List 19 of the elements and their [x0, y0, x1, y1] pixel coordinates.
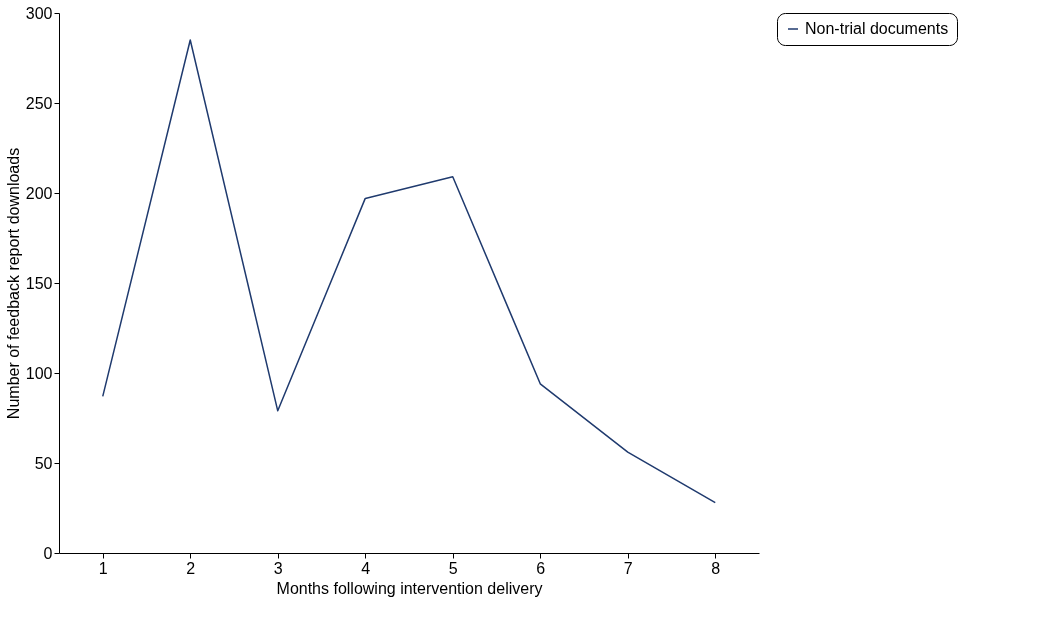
x-tick-label: 4: [361, 559, 371, 577]
x-tick-label: 3: [273, 559, 283, 577]
x-tick-label: 1: [98, 559, 108, 577]
y-tick-label: 0: [43, 544, 53, 562]
y-tick-label: 250: [25, 94, 53, 112]
y-axis-title: Number of feedback report downloads: [4, 147, 22, 420]
x-tick-label: 2: [186, 559, 196, 577]
x-axis-title: Months following intervention delivery: [276, 579, 543, 597]
line-series: [102, 39, 716, 504]
y-tick-label: 100: [25, 364, 53, 382]
x-tick-label: 6: [536, 559, 546, 577]
legend-label: Non-trial documents: [805, 20, 949, 37]
x-tick-label: 7: [623, 559, 633, 577]
y-tick-label: 150: [25, 274, 53, 292]
y-tick-label: 300: [25, 4, 53, 22]
x-tick-label: 5: [448, 559, 458, 577]
y-tick-label: 50: [34, 454, 53, 472]
x-tick-label: 8: [711, 559, 721, 577]
y-tick-label: 200: [25, 184, 53, 202]
